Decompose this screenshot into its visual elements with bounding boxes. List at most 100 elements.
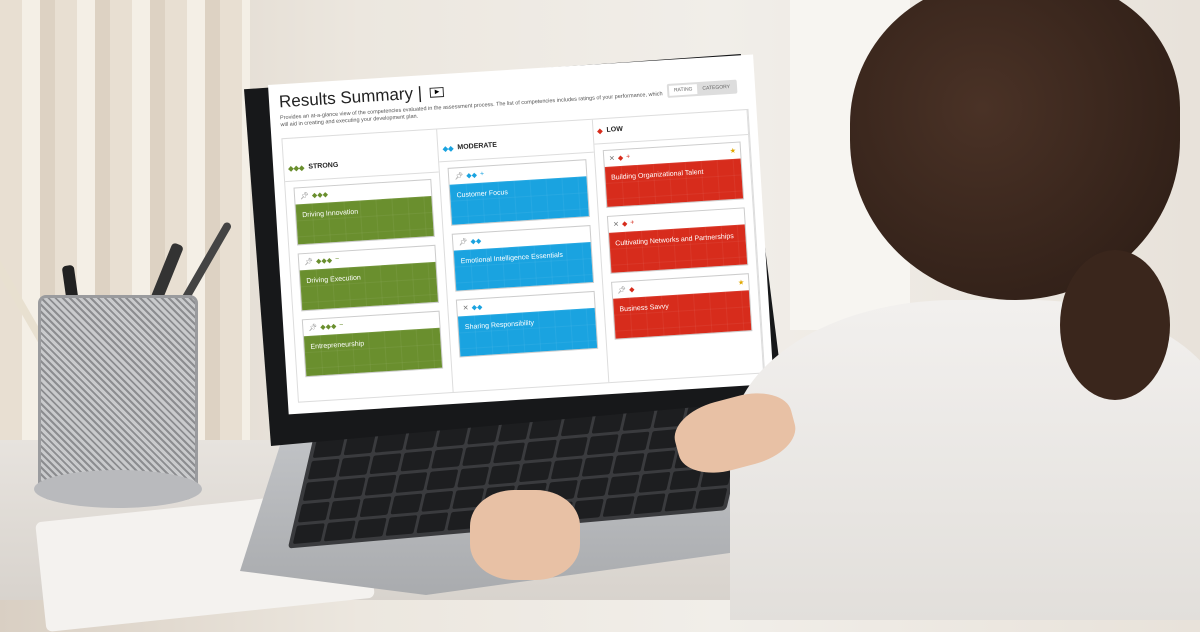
key[interactable] (519, 461, 552, 483)
pin-icon[interactable]: 📌︎ (458, 238, 468, 247)
rating-diamonds-icon: ◆ (628, 286, 635, 294)
key[interactable] (581, 455, 614, 477)
key[interactable] (612, 453, 645, 474)
card-title: Emotional Intelligence Essentials (454, 241, 593, 291)
rating-diamonds-icon: ◆◆ (442, 145, 454, 153)
column-label: LOW (606, 126, 624, 135)
key[interactable] (695, 487, 728, 509)
key[interactable] (457, 466, 490, 488)
column-low: ◆ LOW ✕ ◆ + ★ Building Organizational Tal… (592, 109, 765, 383)
key[interactable] (302, 480, 335, 502)
results-board: ◆◆◆ STRONG 📌︎ ◆◆◆ Driving Innovation 📌︎ ◆… (281, 108, 766, 403)
key[interactable] (602, 496, 635, 517)
key[interactable] (400, 450, 433, 472)
key[interactable] (638, 471, 671, 493)
unpin-icon[interactable]: ✕ (462, 304, 469, 313)
card-title: Building Organizational Talent (604, 158, 744, 207)
key[interactable] (369, 453, 402, 475)
pin-icon[interactable]: 📌︎ (617, 286, 627, 295)
rating-modifier: + (479, 170, 485, 179)
key[interactable] (555, 436, 588, 458)
card-title: Cultivating Networks and Partnerships (608, 224, 748, 273)
rating-diamonds-icon: ◆◆ (470, 237, 482, 246)
card-title: Customer Focus (449, 176, 589, 225)
competency-card[interactable]: 📌︎ ◆◆◆ Driving Innovation (293, 178, 436, 246)
key[interactable] (426, 469, 459, 491)
star-icon[interactable]: ★ (737, 279, 745, 287)
column-header: ◆◆◆ STRONG (283, 147, 440, 182)
key[interactable] (550, 458, 583, 480)
key[interactable] (617, 431, 650, 453)
key[interactable] (633, 493, 666, 515)
competency-card[interactable]: 📌︎ ◆◆◆ − Driving Execution (297, 244, 440, 312)
competency-card[interactable]: 📌︎ ◆◆◆ − Entrepreneurship (301, 310, 444, 378)
person-hair-bun (1060, 250, 1170, 400)
competency-card[interactable]: 📌︎ ◆◆ Emotional Intelligence Essentials (452, 224, 594, 292)
key[interactable] (431, 447, 464, 469)
key[interactable] (307, 458, 340, 480)
pin-icon[interactable]: 📌︎ (299, 192, 310, 201)
play-icon[interactable]: ▶ (429, 86, 445, 98)
key[interactable] (669, 469, 702, 491)
key[interactable] (333, 477, 366, 499)
card-title: Business Savvy (612, 290, 752, 339)
key[interactable] (338, 455, 371, 477)
rating-diamonds-icon: ◆ (597, 127, 603, 136)
key[interactable] (328, 498, 361, 520)
pin-icon[interactable]: 📌︎ (454, 172, 464, 181)
key[interactable] (416, 512, 449, 534)
key[interactable] (390, 493, 423, 515)
left-hand (470, 490, 580, 580)
rating-diamonds-icon: ◆◆◆ (311, 191, 329, 200)
pin-icon[interactable]: 📌︎ (308, 324, 318, 332)
toggle-category[interactable]: CATEGORY (702, 83, 731, 92)
key[interactable] (359, 496, 392, 518)
rating-diamonds-icon: ◆◆◆ (288, 164, 305, 173)
key[interactable] (576, 477, 609, 499)
key[interactable] (297, 501, 330, 523)
key[interactable] (395, 472, 428, 493)
key[interactable] (493, 442, 526, 464)
competency-card[interactable]: ✕ ◆ + Cultivating Networks and Partnersh… (606, 207, 749, 274)
key[interactable] (364, 474, 397, 496)
card-title: Entrepreneurship (303, 327, 443, 377)
key[interactable] (292, 523, 325, 545)
competency-card[interactable]: ✕ ◆ + ★ Building Organizational Talent (602, 141, 745, 208)
card-title: Driving Innovation (295, 195, 435, 245)
unpin-icon[interactable]: ✕ (608, 155, 616, 163)
rating-diamonds-icon: ◆◆ (471, 303, 483, 312)
key[interactable] (643, 450, 676, 472)
column-header: ◆ LOW (592, 109, 749, 145)
competency-card[interactable]: 📌︎ ◆ ★ Business Savvy (610, 273, 753, 340)
star-icon[interactable]: ★ (729, 147, 737, 155)
rating-diamonds-icon: ◆◆◆ (320, 323, 337, 332)
key[interactable] (586, 434, 619, 456)
key[interactable] (524, 439, 557, 461)
unpin-icon[interactable]: ✕ (612, 221, 620, 229)
key[interactable] (385, 515, 418, 536)
column-label: STRONG (308, 162, 339, 171)
competency-card[interactable]: 📌︎ ◆◆ + Customer Focus (447, 159, 590, 226)
card-title: Driving Execution (299, 261, 439, 311)
key[interactable] (323, 520, 356, 542)
key[interactable] (607, 474, 640, 496)
rating-modifier: + (630, 219, 635, 227)
toggle-rating[interactable]: RATING (668, 84, 698, 96)
column-strong: ◆◆◆ STRONG 📌︎ ◆◆◆ Driving Innovation 📌︎ ◆… (282, 129, 454, 402)
pin-icon[interactable]: 📌︎ (303, 258, 314, 266)
column-header: ◆◆ MODERATE (437, 127, 594, 163)
competency-card[interactable]: ✕ ◆◆ Sharing Responsibility (456, 290, 598, 358)
key[interactable] (354, 517, 387, 539)
rating-diamonds-icon: ◆ (617, 154, 624, 163)
column-moderate: ◆◆ MODERATE 📌︎ ◆◆ + Customer Focus 📌︎ ◆◆ … (437, 119, 609, 392)
rating-diamonds-icon: ◆◆◆ (315, 257, 333, 266)
view-toggle[interactable]: RATING CATEGORY (666, 79, 738, 98)
rating-modifier: − (339, 322, 344, 330)
key[interactable] (421, 490, 454, 512)
person-hair (850, 0, 1180, 300)
rating-modifier: − (334, 256, 340, 264)
key[interactable] (664, 490, 697, 512)
key[interactable] (488, 463, 521, 485)
pen-cup-base (34, 470, 202, 508)
key[interactable] (462, 445, 495, 466)
